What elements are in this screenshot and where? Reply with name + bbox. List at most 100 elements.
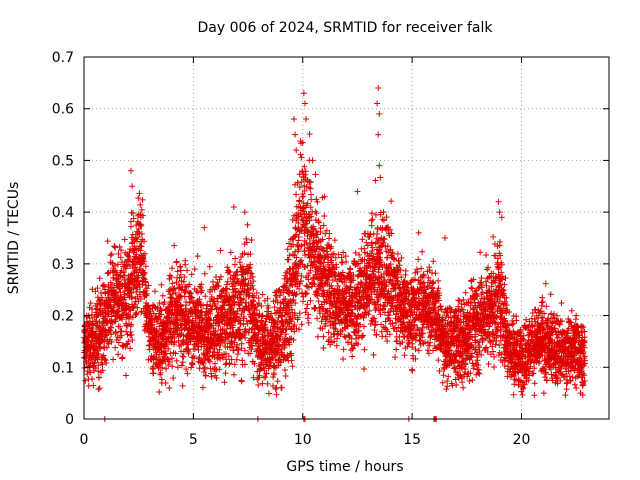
data-point xyxy=(157,305,164,312)
data-point xyxy=(297,277,304,284)
data-point xyxy=(95,362,102,369)
data-point xyxy=(296,285,303,292)
data-point xyxy=(402,308,409,315)
data-point xyxy=(97,345,104,352)
data-point xyxy=(121,291,128,298)
data-point xyxy=(127,329,134,336)
data-point xyxy=(336,312,343,319)
data-point xyxy=(98,290,105,297)
data-point xyxy=(177,301,184,308)
data-point xyxy=(243,235,250,242)
data-point xyxy=(282,295,289,302)
data-point xyxy=(107,324,114,331)
data-point xyxy=(83,350,90,357)
data-point xyxy=(339,269,346,276)
data-point xyxy=(312,171,319,178)
data-point xyxy=(351,302,358,309)
data-point xyxy=(217,273,224,280)
data-point xyxy=(94,356,101,363)
data-point xyxy=(94,285,101,292)
data-point xyxy=(298,216,305,223)
data-point xyxy=(349,345,356,352)
data-point xyxy=(128,321,135,328)
data-point xyxy=(159,292,166,299)
data-point xyxy=(436,368,443,375)
data-point xyxy=(221,379,228,386)
data-point xyxy=(306,270,313,277)
data-point xyxy=(184,370,191,377)
data-point xyxy=(269,315,276,322)
data-point xyxy=(398,274,405,281)
data-point xyxy=(126,313,133,320)
data-point xyxy=(305,311,312,318)
data-point xyxy=(355,260,362,267)
data-point xyxy=(406,339,413,346)
data-point xyxy=(435,285,442,292)
data-point xyxy=(234,268,241,275)
data-point xyxy=(249,282,256,289)
data-point xyxy=(146,346,153,353)
data-point xyxy=(271,304,278,311)
data-point xyxy=(263,370,270,377)
data-point xyxy=(389,320,396,327)
data-point xyxy=(187,290,194,297)
data-point xyxy=(204,301,211,308)
data-point xyxy=(112,244,119,251)
data-point xyxy=(326,230,333,237)
data-point xyxy=(215,323,222,330)
data-point xyxy=(180,278,187,285)
data-point xyxy=(313,210,320,217)
data-point xyxy=(100,352,107,359)
data-point xyxy=(288,302,295,309)
data-point xyxy=(91,359,98,366)
data-point xyxy=(269,382,276,389)
data-point xyxy=(164,319,171,326)
data-point xyxy=(372,263,379,270)
data-point xyxy=(121,272,128,279)
data-point xyxy=(139,196,146,203)
data-point xyxy=(179,382,186,389)
data-point xyxy=(392,319,399,326)
data-point xyxy=(200,338,207,345)
data-point xyxy=(108,338,115,345)
data-point xyxy=(112,329,119,336)
data-point xyxy=(198,281,205,288)
data-point xyxy=(409,367,416,374)
data-point xyxy=(426,342,433,349)
data-point xyxy=(128,331,135,338)
data-point xyxy=(188,364,195,371)
data-point xyxy=(310,275,317,282)
data-point xyxy=(314,333,321,340)
data-point xyxy=(288,357,295,364)
data-point xyxy=(400,319,407,326)
data-point xyxy=(125,316,132,323)
data-point xyxy=(158,281,165,288)
data-point xyxy=(383,214,390,221)
data-point xyxy=(249,342,256,349)
data-point xyxy=(415,347,422,354)
data-point xyxy=(169,363,176,370)
data-point xyxy=(303,290,310,297)
data-point xyxy=(180,353,187,360)
data-point xyxy=(92,318,99,325)
data-point xyxy=(338,254,345,261)
data-point xyxy=(335,251,342,258)
data-point xyxy=(291,321,298,328)
data-point xyxy=(419,248,426,255)
data-point xyxy=(215,351,222,358)
data-point xyxy=(184,267,191,274)
data-point xyxy=(296,198,303,205)
data-point xyxy=(318,305,325,312)
data-point xyxy=(213,374,220,381)
data-point xyxy=(232,272,239,279)
data-point xyxy=(215,283,222,290)
data-point xyxy=(383,279,390,286)
data-point xyxy=(137,243,144,250)
data-point xyxy=(95,368,102,375)
data-point xyxy=(307,185,314,192)
data-point xyxy=(417,341,424,348)
data-point xyxy=(385,312,392,319)
data-point xyxy=(178,326,185,333)
data-point xyxy=(241,361,248,368)
data-point xyxy=(363,239,370,246)
